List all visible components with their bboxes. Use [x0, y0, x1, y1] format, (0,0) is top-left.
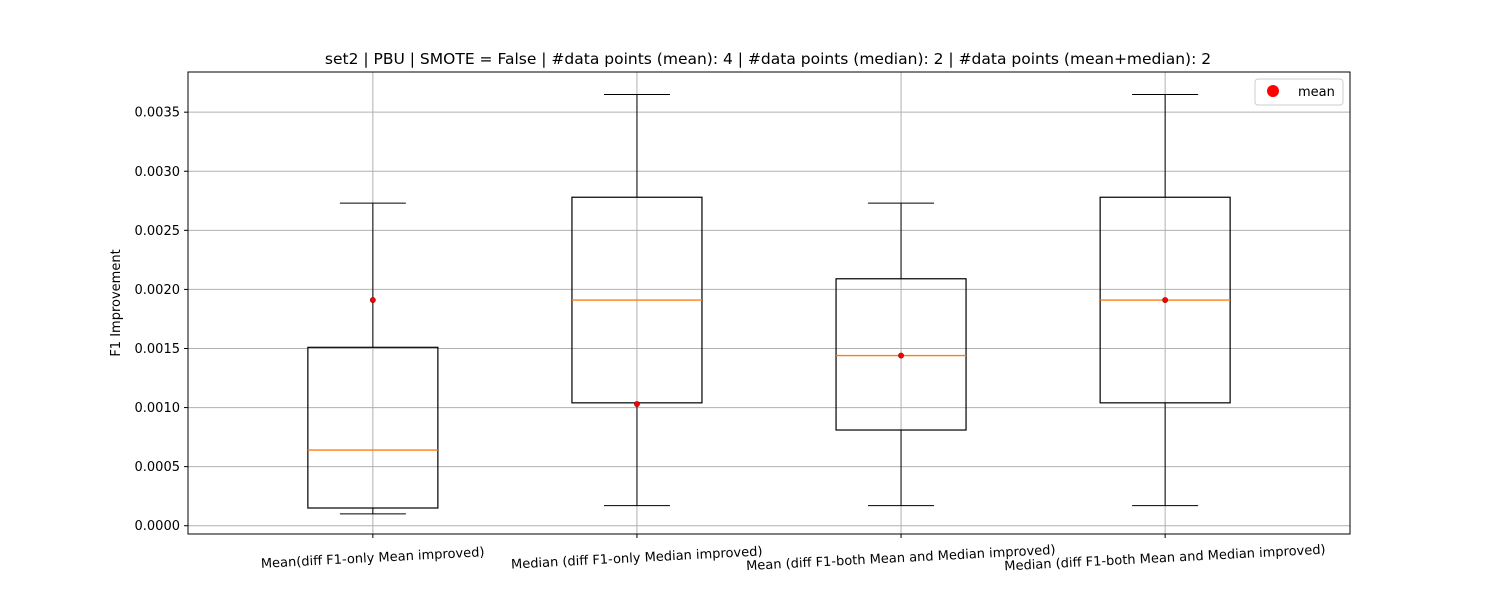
mean-marker: [898, 352, 904, 359]
iqr-box: [307, 346, 439, 509]
iqr-box: [835, 278, 967, 431]
legend: mean: [1254, 78, 1344, 106]
y-axis-label: F1 Improvement: [109, 249, 124, 356]
x-axis: Mean(diff F1-only Mean improved) Median (…: [261, 534, 1326, 574]
grid-lines: [188, 72, 1350, 534]
y-axis: 0.0000 0.0005 0.0010 0.0015 0.0020 0.0025 0.00…: [135, 106, 188, 534]
box-2: [571, 93, 703, 507]
box-4: [1099, 93, 1231, 507]
plot-frame: [187, 71, 1351, 535]
legend-frame: [1254, 78, 1344, 106]
x-tick-label: Mean(diff F1-only Mean improved): [261, 545, 485, 572]
mean-marker: [1162, 297, 1169, 303]
box-1: [307, 202, 439, 515]
y-tick-label: 0.0025: [135, 224, 181, 239]
y-tick-label: 0.0030: [135, 165, 181, 180]
x-tick-label: Median (diff F1-only Median improved): [511, 544, 763, 572]
legend-mean-marker: [1267, 85, 1279, 97]
y-tick-label: 0.0035: [135, 106, 181, 121]
y-tick-label: 0.0010: [135, 401, 181, 416]
y-tick-label: 0.0015: [135, 342, 181, 357]
chart-title: set2 | PBU | SMOTE = False | #data point…: [325, 50, 1211, 68]
mean-marker: [369, 297, 376, 303]
mean-marker: [634, 401, 640, 407]
box-3: [835, 202, 967, 507]
y-tick-label: 0.0020: [135, 283, 181, 298]
boxes: [307, 93, 1231, 515]
legend-mean-label: mean: [1298, 85, 1335, 100]
y-tick-label: 0.0005: [135, 460, 181, 475]
y-tick-label: 0.0000: [135, 519, 181, 534]
